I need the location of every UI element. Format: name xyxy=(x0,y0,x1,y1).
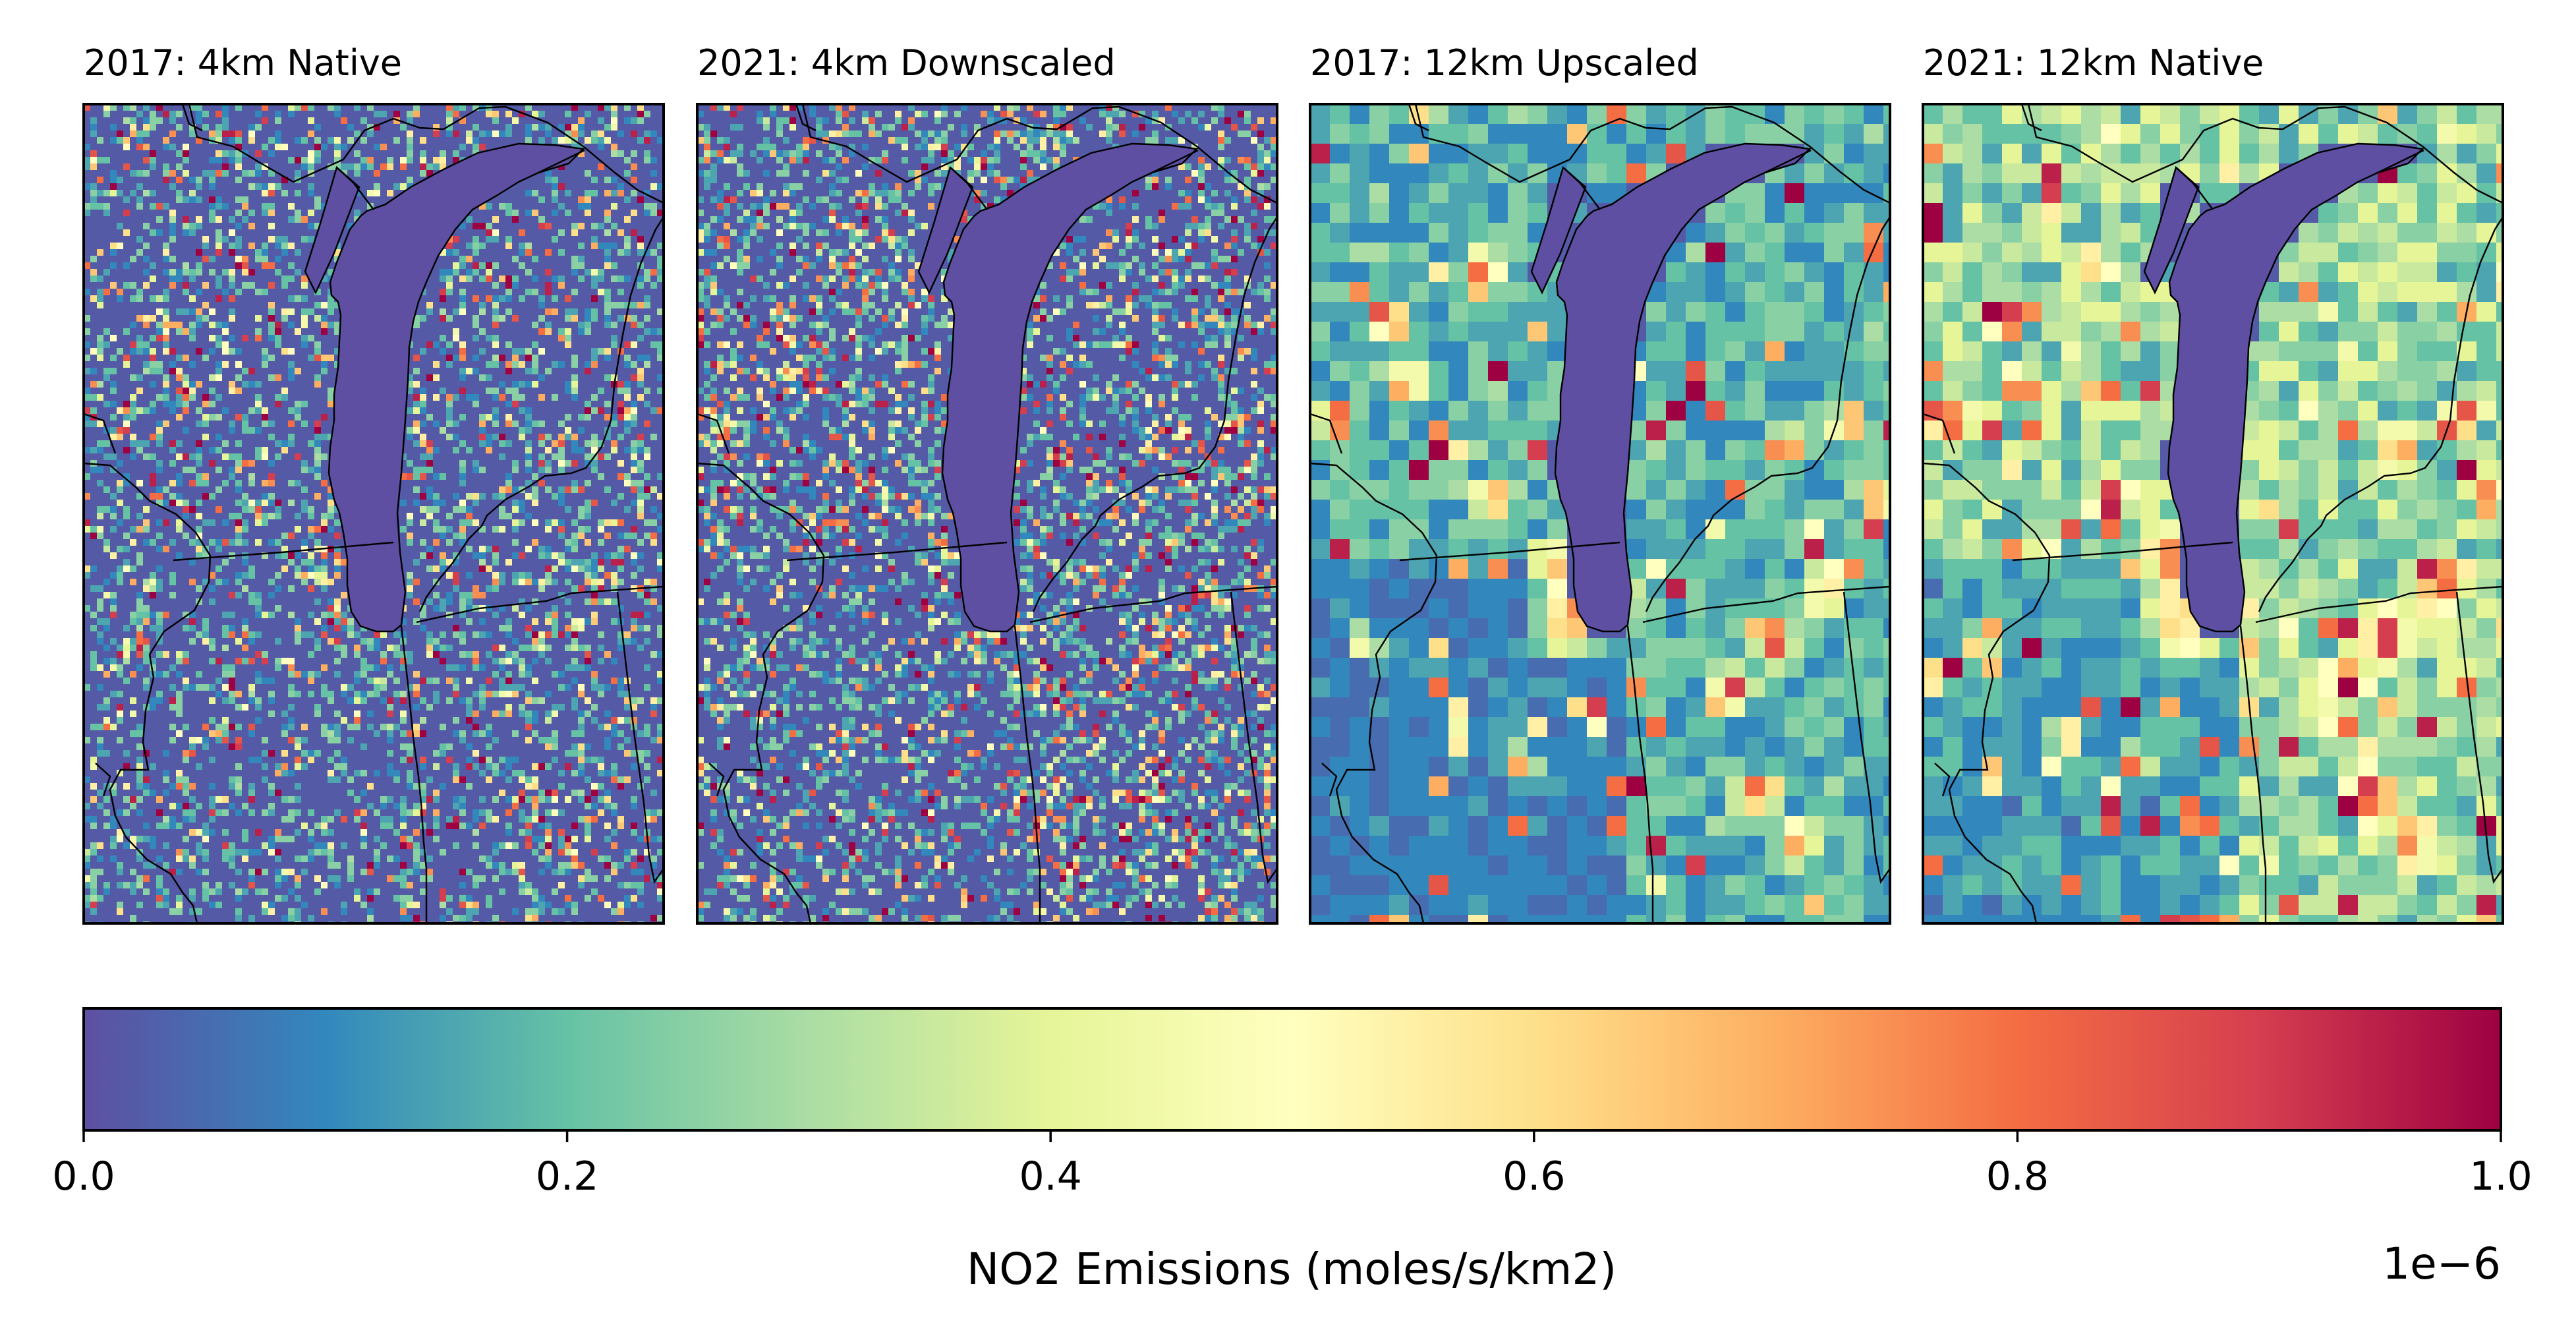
panel-title: 2017: 4km Native xyxy=(84,42,402,84)
panel-title: 2021: 12km Native xyxy=(1923,42,2264,84)
emission-cells xyxy=(1923,401,2476,923)
state-boundary xyxy=(2377,149,2424,174)
state-boundary xyxy=(1230,591,1277,884)
state-boundary xyxy=(538,149,585,174)
panel-frame xyxy=(1309,103,1891,925)
state-boundary xyxy=(181,104,203,132)
state-boundary xyxy=(2239,625,2267,923)
emission-cells xyxy=(84,104,664,923)
emission-cells xyxy=(697,104,1277,923)
state-boundary xyxy=(697,462,825,923)
state-boundary xyxy=(1764,149,1812,174)
colorbar-tick-label: 0.0 xyxy=(52,1153,115,1200)
state-boundary xyxy=(708,763,725,797)
map-raster xyxy=(1310,104,1890,923)
state-boundary xyxy=(1151,149,1199,174)
state-boundary xyxy=(1934,763,1951,797)
state-boundary xyxy=(1310,413,1343,454)
colorbar-gradient xyxy=(82,1007,2502,1132)
map-raster xyxy=(1923,104,2503,923)
state-boundary xyxy=(400,625,428,923)
state-boundary xyxy=(1562,167,1601,210)
emission-cells xyxy=(1923,104,2503,923)
map-panel: 2021: 12km Native xyxy=(1922,42,2504,925)
state-boundary xyxy=(616,591,664,884)
emission-cells xyxy=(1982,124,2503,875)
emission-cells xyxy=(697,104,1277,923)
emission-cells xyxy=(90,124,664,915)
colorbar-tick-label: 1.0 xyxy=(2469,1153,2532,1200)
state-boundary xyxy=(2027,104,2503,204)
map-panel: 2021: 4km Downscaled xyxy=(696,42,1278,925)
state-boundary xyxy=(1032,216,1277,612)
emission-cells xyxy=(84,104,664,923)
emission-cells xyxy=(697,117,1277,921)
state-boundary xyxy=(1642,585,1890,624)
colorbar-tick-label: 0.4 xyxy=(1019,1153,1081,1200)
panels: 2017: 4km Native 2021: 4km Downscaled 2017… xyxy=(82,42,2504,925)
state-boundary xyxy=(84,462,212,923)
emission-cells xyxy=(1923,104,2503,923)
state-boundary xyxy=(173,541,394,562)
state-boundary xyxy=(1414,104,1890,204)
state-boundary xyxy=(2255,585,2503,624)
state-boundary xyxy=(84,413,117,454)
green-bay xyxy=(304,165,360,295)
state-boundary xyxy=(1626,625,1654,923)
colorbar-label: NO2 Emissions (moles/s/km2) xyxy=(967,1244,1617,1294)
panel-title: 2021: 4km Downscaled xyxy=(697,42,1116,84)
state-boundary xyxy=(2020,104,2042,132)
state-boundary xyxy=(2012,541,2233,562)
state-boundary xyxy=(1843,591,1890,884)
colorbar-tick-label: 0.2 xyxy=(536,1153,598,1200)
state-boundary xyxy=(1923,462,2051,923)
emission-cells xyxy=(697,124,1277,923)
state-boundary xyxy=(1029,585,1277,624)
state-boundary xyxy=(1321,763,1338,797)
colorbar-ticks: 0.0 0.2 0.4 0.6 0.8 1.0 xyxy=(52,1130,2533,1200)
green-bay xyxy=(2143,165,2200,295)
colorbar-tick-label: 0.8 xyxy=(1986,1153,2049,1200)
state-boundary xyxy=(1310,462,1438,923)
state-boundary xyxy=(1014,625,1041,923)
map-panel: 2017: 12km Upscaled xyxy=(1309,42,1891,925)
green-bay xyxy=(917,165,974,295)
emission-cells xyxy=(1310,104,1890,923)
emission-cells xyxy=(103,111,664,921)
state-boundary xyxy=(2455,591,2503,884)
panel-frame xyxy=(1922,103,2504,925)
state-boundary xyxy=(801,104,1277,204)
state-boundary xyxy=(950,167,988,210)
state-boundary xyxy=(1923,413,1956,454)
state-boundary xyxy=(188,104,664,204)
state-boundary xyxy=(795,104,816,132)
panel-title: 2017: 12km Upscaled xyxy=(1310,42,1699,84)
emission-cells xyxy=(1310,104,1890,923)
panel-frame xyxy=(696,103,1278,925)
emission-cells xyxy=(1330,223,1883,697)
emission-cells xyxy=(1923,381,2476,923)
state-boundary xyxy=(416,585,664,624)
state-boundary xyxy=(1408,104,1429,132)
colorbar: 0.0 0.2 0.4 0.6 0.8 1.0 NO2 Emissions (moles/… xyxy=(52,1007,2533,1294)
state-boundary xyxy=(1399,541,1620,562)
state-boundary xyxy=(1645,216,1890,612)
emission-cells xyxy=(1310,104,1890,923)
state-boundary xyxy=(336,167,374,210)
map-raster xyxy=(697,104,1277,923)
map-panel: 2017: 4km Native xyxy=(82,42,665,925)
emission-cells xyxy=(1369,262,1844,836)
state-boundary xyxy=(418,216,664,612)
green-bay xyxy=(1530,165,1587,295)
colorbar-tick-label: 0.6 xyxy=(1503,1153,1565,1200)
state-boundary xyxy=(95,763,111,797)
state-boundary xyxy=(697,413,730,454)
state-boundary xyxy=(786,541,1008,562)
map-raster xyxy=(84,104,664,923)
colorbar-offset-text: 1e−6 xyxy=(2382,1238,2501,1289)
state-boundary xyxy=(2175,167,2214,210)
panel-frame xyxy=(82,103,665,925)
state-boundary xyxy=(2258,216,2503,612)
